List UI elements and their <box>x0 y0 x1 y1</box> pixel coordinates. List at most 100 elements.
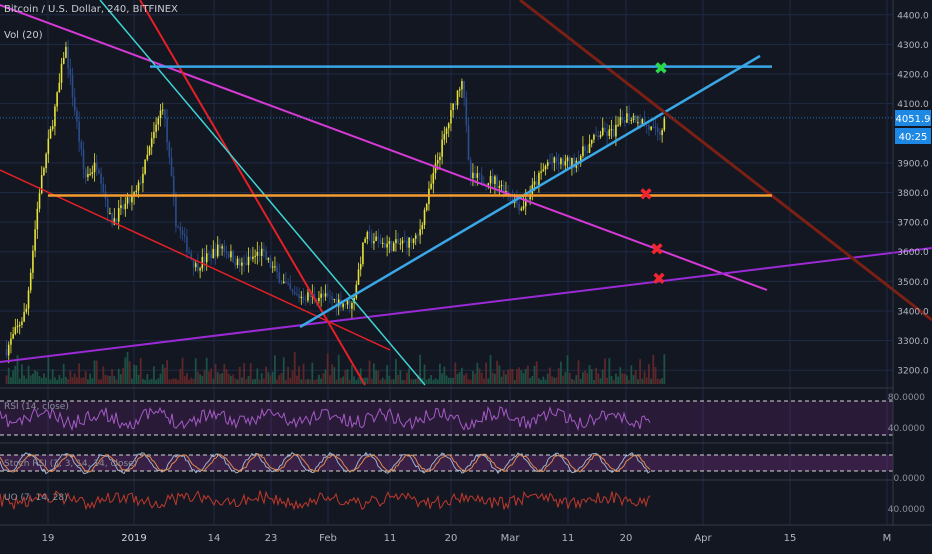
candle-body <box>45 153 47 169</box>
candle-body <box>593 134 595 140</box>
candle-body <box>621 117 624 121</box>
candle-body <box>447 123 450 129</box>
candle-body <box>566 157 569 162</box>
candle-body <box>357 269 360 285</box>
candle-body <box>117 208 120 222</box>
candle-body <box>555 157 558 163</box>
candle-body <box>588 143 591 153</box>
volume-bar <box>225 369 228 384</box>
volume-bar <box>197 371 199 384</box>
candle-body <box>388 241 391 244</box>
candle-body <box>40 175 43 194</box>
candle-body <box>487 183 490 185</box>
stoch-rsi-pane: Stoch RSI (3, 3, 14, 14, close) <box>0 442 893 475</box>
candle-body <box>54 106 56 127</box>
volume-bar <box>282 357 285 384</box>
volume-bar <box>555 377 558 384</box>
candle-body <box>630 119 633 121</box>
candle-body <box>128 197 131 203</box>
rsi-tick-80: 80.0000 <box>888 393 925 403</box>
volume-bar <box>551 376 554 384</box>
volume-bar <box>509 368 512 384</box>
candle-body <box>78 121 80 142</box>
time-tick-label: 14 <box>208 533 221 544</box>
stoch-d-line <box>0 453 651 473</box>
volume-bar <box>375 370 378 384</box>
volume-bar <box>368 360 371 384</box>
price-tick-label: 3300.0 <box>897 337 929 347</box>
volume-bar <box>276 379 279 384</box>
candle-body <box>628 113 630 121</box>
trendlines[interactable] <box>0 0 932 386</box>
candle-body <box>362 242 364 265</box>
candle-body <box>236 258 239 266</box>
volume-bar <box>434 378 437 384</box>
volume-bar <box>379 379 382 384</box>
volume-bar <box>494 373 496 384</box>
volume-bar <box>91 378 94 384</box>
candle-body <box>430 183 432 189</box>
candle-body <box>65 46 67 58</box>
candle-body <box>344 303 347 305</box>
time-axis[interactable]: 19 2019 14 23 Feb 11 20 Mar 11 20 Apr 15 M <box>0 524 932 544</box>
candle-body <box>331 296 333 300</box>
candle-body <box>601 127 604 136</box>
candle-body <box>650 126 652 130</box>
candle-body <box>617 124 619 126</box>
volume-bar <box>617 376 620 384</box>
volume-bar <box>16 355 19 384</box>
volume-bar <box>500 376 503 384</box>
candle-body <box>522 206 525 209</box>
volume-bar <box>604 358 606 384</box>
candle-body <box>335 298 338 307</box>
candle-body <box>164 109 166 118</box>
volume-bar <box>181 357 184 384</box>
candle-body <box>100 173 102 184</box>
candle-body <box>586 151 589 153</box>
volume-bar <box>366 377 369 384</box>
volume-bar <box>428 378 430 384</box>
volume-bar <box>335 379 338 384</box>
candle-body <box>615 124 617 137</box>
trendline-red-lower <box>0 169 391 351</box>
time-tick-label: 15 <box>784 533 797 544</box>
candle-body <box>538 172 540 185</box>
candle-body <box>265 250 267 260</box>
volume-bar <box>274 355 276 384</box>
candle-body <box>395 239 397 244</box>
volume-bar <box>650 378 653 384</box>
candle-body <box>82 149 85 169</box>
candle-body <box>214 248 217 257</box>
uo-label: UO (7, 14, 28) <box>4 493 68 503</box>
candle-body <box>597 135 600 138</box>
candle-body <box>219 244 221 249</box>
volume-bar <box>7 367 10 384</box>
candle-body <box>89 173 91 175</box>
volume-bar <box>639 359 642 384</box>
candle-body <box>249 256 252 259</box>
volume-bar <box>663 354 666 384</box>
candle-body <box>318 297 320 302</box>
volume-bar <box>478 368 481 384</box>
volume-bar <box>254 379 257 384</box>
candle-body <box>183 234 186 237</box>
annotation-marks: ✖ ✖ ✖ ✖ <box>639 59 668 289</box>
volume-bar <box>203 369 206 384</box>
candle-body <box>210 253 212 259</box>
candle-body <box>153 131 155 139</box>
volume-bar <box>168 379 171 384</box>
price-axis[interactable]: 4400.0 4300.0 4200.0 4100.0 3900.0 3800.0 3700… <box>888 0 931 525</box>
candle-body <box>342 303 344 308</box>
candle-body <box>43 168 45 176</box>
volume-bar <box>595 367 598 384</box>
candle-body <box>346 300 349 305</box>
volume-bar <box>238 366 241 384</box>
candle-body <box>524 198 527 207</box>
candle-body <box>573 157 575 168</box>
candle-body <box>282 281 285 284</box>
candle-body <box>564 161 567 166</box>
candle-body <box>102 183 105 192</box>
candle-body <box>454 103 457 106</box>
volume-bar <box>135 365 138 384</box>
